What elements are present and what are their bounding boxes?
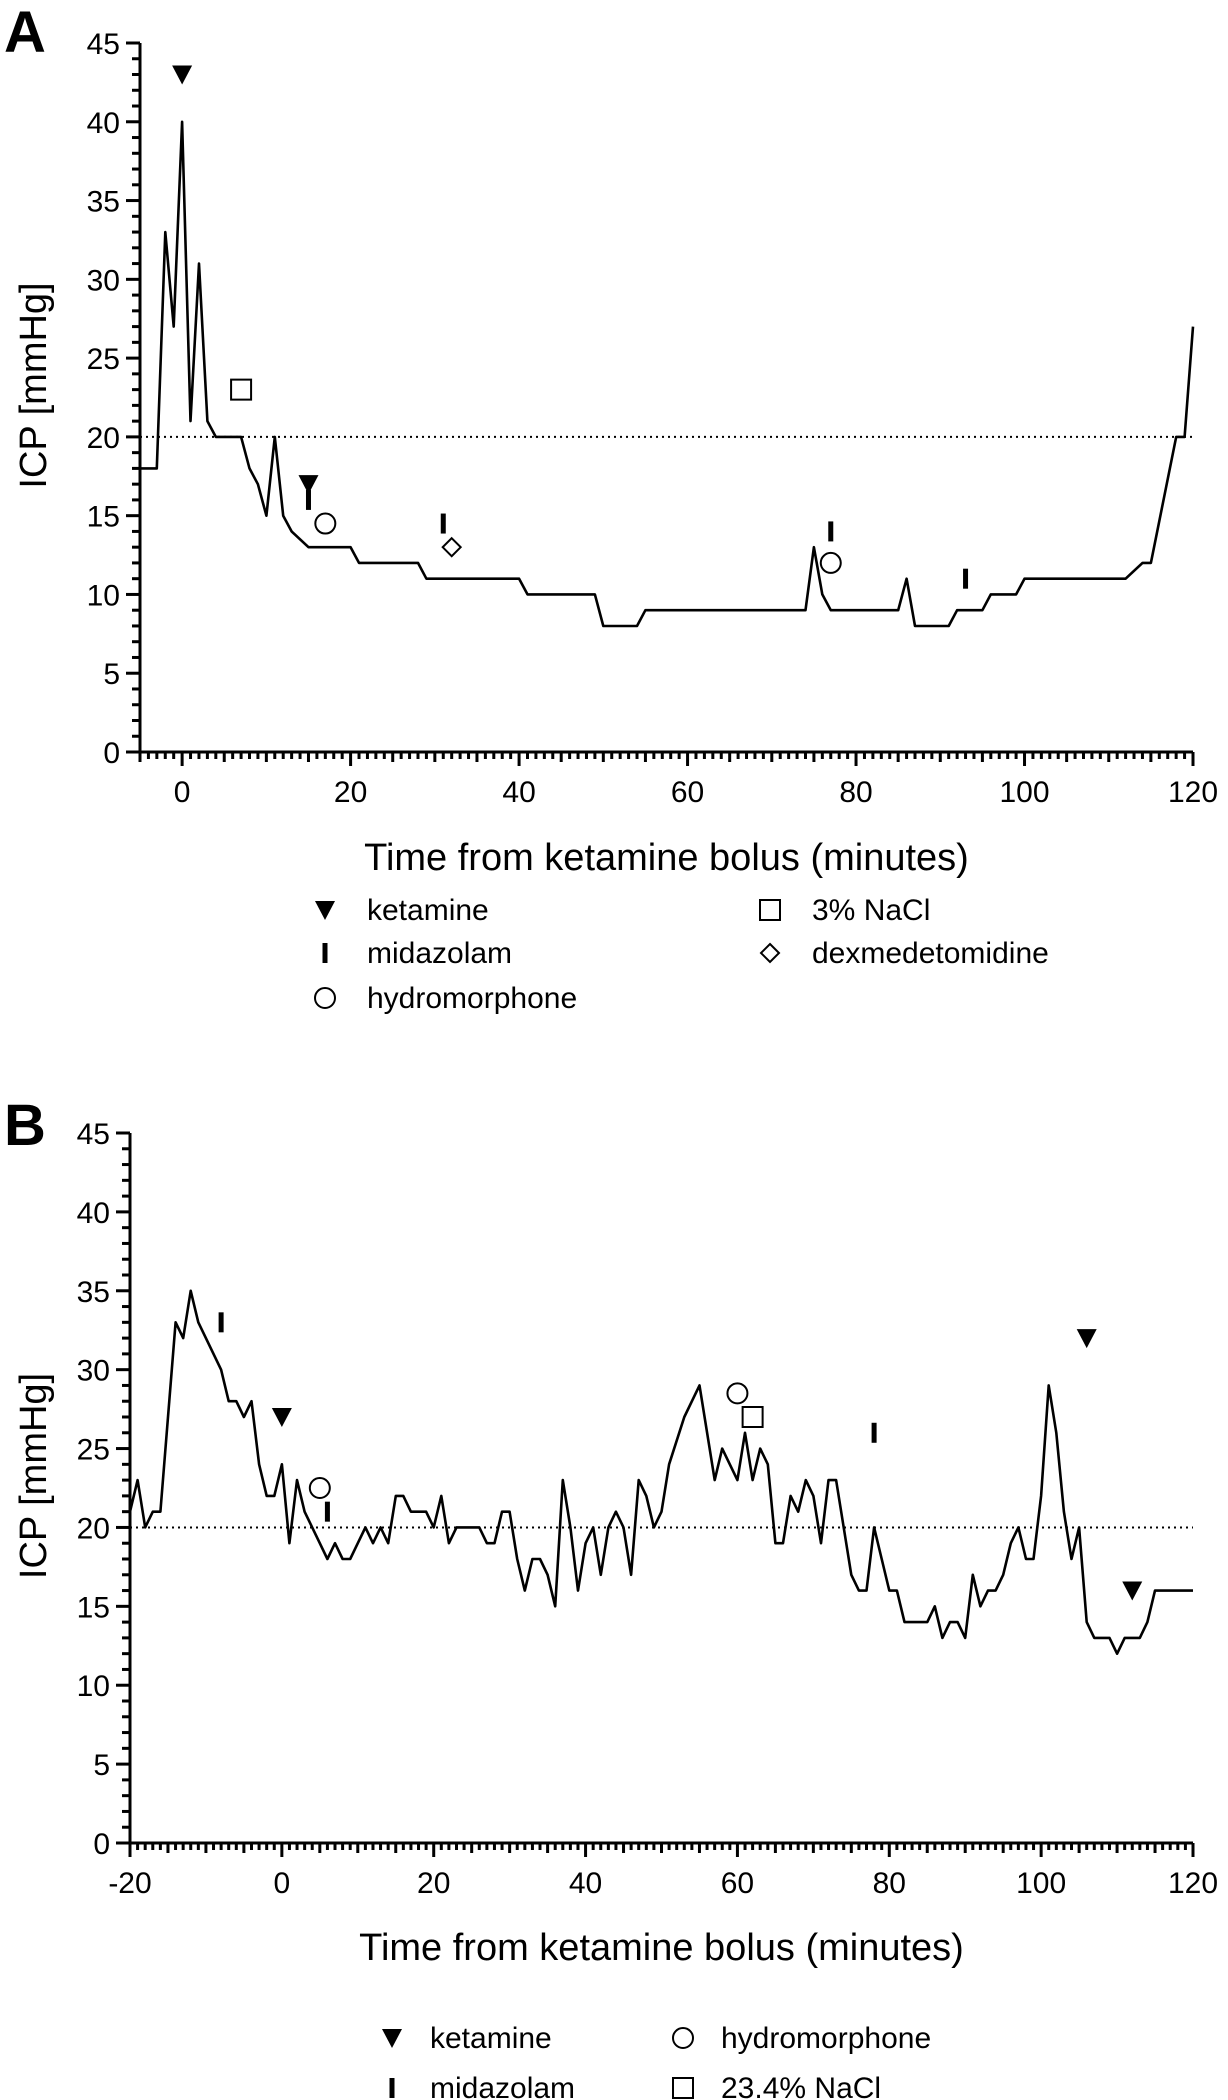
y-tick-label: 5: [93, 1749, 110, 1782]
y-tick-label: 45: [77, 1118, 110, 1151]
y-tick-label: 0: [103, 737, 120, 770]
x-tick-label: 40: [569, 1867, 602, 1900]
legend-item-dexmedetomidine: dexmedetomidine: [759, 937, 1049, 970]
legend-label: midazolam: [367, 937, 512, 970]
y-tick-label: 20: [77, 1512, 110, 1545]
y-tick-label: 30: [87, 264, 120, 297]
23-4-nacl-legend-icon: [672, 2077, 694, 2099]
ketamine-marker: [271, 1408, 292, 1427]
y-tick-label: 10: [87, 579, 120, 612]
y-tick-label: 30: [77, 1355, 110, 1388]
y-tick-label: 25: [77, 1434, 110, 1467]
midazolam-legend-icon: [389, 2078, 395, 2098]
y-tick-label: 35: [77, 1276, 110, 1309]
legend-label: hydromorphone: [721, 2022, 931, 2055]
x-tick-label: 60: [671, 776, 704, 809]
legend-item-ketamine: ketamine: [315, 894, 489, 927]
legend-label: ketamine: [367, 894, 489, 927]
hydromorphone-marker: [308, 1477, 331, 1499]
y-tick-label: 45: [87, 28, 120, 61]
hydromorphone-legend-icon: [672, 2027, 694, 2049]
x-tick-label: 60: [721, 1867, 754, 1900]
legend-item-hydromorphone: hydromorphone: [314, 982, 577, 1015]
midazolam-legend-icon: [322, 943, 328, 963]
legend-item-midazolam: midazolam: [322, 937, 512, 970]
ketamine-marker: [1076, 1329, 1097, 1349]
y-tick-label: 5: [103, 658, 120, 691]
hydromorphone-marker: [726, 1382, 749, 1405]
23-4-nacl-marker: [741, 1406, 764, 1428]
x-tick-label: 120: [1168, 1867, 1218, 1900]
legend-label: 23.4% NaCl: [721, 2072, 881, 2100]
ketamine-legend-icon: [382, 2029, 402, 2048]
legend-item-hydromorphone: hydromorphone: [672, 2022, 931, 2055]
x-tick-label: 20: [334, 776, 367, 809]
y-tick-label: 40: [87, 107, 120, 140]
y-tick-label: 0: [93, 1828, 110, 1861]
midazolam-marker: [828, 521, 834, 542]
x-axis-title: Time from ketamine bolus (minutes): [364, 837, 969, 879]
ketamine-marker: [1122, 1581, 1143, 1601]
x-tick-label: 40: [502, 776, 535, 809]
y-tick-label: 35: [87, 186, 120, 219]
3-nacl-marker: [230, 378, 253, 401]
hydromorphone-legend-icon: [314, 987, 336, 1009]
x-tick-label: 0: [274, 1867, 291, 1900]
y-tick-label: 10: [77, 1670, 110, 1703]
x-tick-label: 100: [1016, 1867, 1066, 1900]
legend-item-midazolam: midazolam: [389, 2072, 575, 2100]
dexmedetomidine-legend-icon: [759, 942, 781, 964]
panel-b: B 0 5 10 15 20 25 30 35 40 45 -20 0 20 40 60 80 100 120 Tim…: [4, 1093, 1218, 2100]
hydromorphone-marker: [314, 512, 337, 535]
legend-label: hydromorphone: [367, 982, 577, 1015]
x-tick-label: 0: [174, 776, 191, 809]
ketamine-marker: [172, 65, 193, 85]
legend-label: ketamine: [430, 2022, 552, 2055]
y-tick-label: 20: [87, 422, 120, 455]
x-tick-label: 100: [999, 776, 1049, 809]
x-tick-label: 120: [1168, 776, 1218, 809]
x-tick-label: 80: [873, 1867, 906, 1900]
y-tick-label: 40: [77, 1197, 110, 1230]
legend-item-3-nacl: 3% NaCl: [759, 894, 930, 927]
panel-a-letter: A: [4, 0, 46, 65]
dexmedetomidine-marker: [441, 536, 463, 558]
x-axis-title: Time from ketamine bolus (minutes): [359, 1927, 964, 1969]
ketamine-legend-icon: [315, 901, 335, 920]
midazolam-marker: [218, 1312, 224, 1333]
midazolam-marker: [963, 568, 969, 589]
legend-label: dexmedetomidine: [812, 937, 1049, 970]
midazolam-marker: [324, 1501, 330, 1522]
y-axis-title: ICP [mmHg]: [13, 282, 55, 488]
y-tick-label: 15: [77, 1591, 110, 1624]
icp-series-line: [128, 1289, 1193, 1655]
legend-item-ketamine: ketamine: [382, 2022, 552, 2055]
y-tick-label: 25: [87, 343, 120, 376]
x-tick-label: -20: [108, 1867, 151, 1900]
3-nacl-legend-icon: [759, 899, 781, 921]
x-tick-label: 20: [417, 1867, 450, 1900]
midazolam-marker: [440, 513, 446, 534]
legend-item-23-4-nacl: 23.4% NaCl: [672, 2072, 881, 2100]
panel-a: A 0 5 10 15 20 25 30 35 40 45 0 20 40 60 80 100 120 Time f…: [4, 0, 1218, 1015]
midazolam-marker: [305, 489, 311, 510]
x-tick-label: 80: [839, 776, 872, 809]
midazolam-marker: [871, 1422, 877, 1443]
icp-series-line: [140, 120, 1195, 628]
ketamine-marker: [298, 475, 319, 495]
hydromorphone-marker: [819, 551, 842, 574]
y-axis-title: ICP [mmHg]: [13, 1373, 55, 1579]
y-tick-label: 15: [87, 501, 120, 534]
legend-label: 3% NaCl: [812, 894, 930, 927]
panel-b-letter: B: [4, 1093, 46, 1158]
legend-label: midazolam: [430, 2072, 575, 2100]
